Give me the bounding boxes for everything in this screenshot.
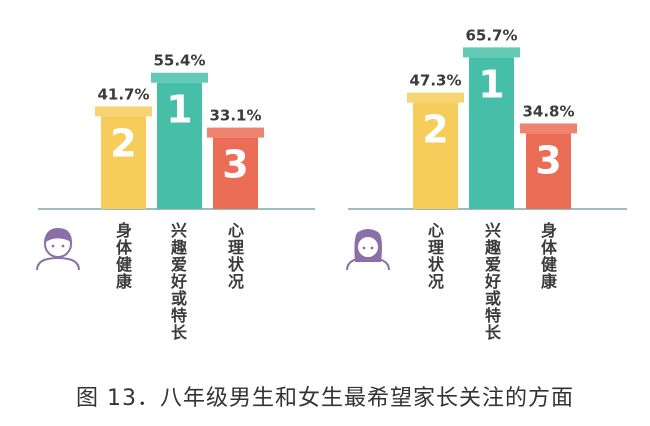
- boys-bar-1: [157, 82, 202, 209]
- girls-bar-cap-0: [407, 92, 464, 103]
- girls-value-label-2: 34.8%: [522, 102, 574, 120]
- girls-bar-cap-1: [463, 47, 520, 58]
- girls-value-label-1: 65.7%: [465, 26, 517, 44]
- figure-caption: 图 13．八年级男生和女生最希望家长关注的方面: [76, 386, 574, 411]
- boy-avatar-icon: [36, 227, 80, 271]
- boys-rank-label-1: 1: [166, 88, 192, 132]
- girls-bar-0: [413, 102, 458, 209]
- girls-rank-label-1: 1: [478, 62, 504, 106]
- girls-bar-cap-2: [520, 123, 577, 134]
- boys-value-label-1: 55.4%: [153, 52, 205, 70]
- girls-bar-2: [526, 133, 571, 209]
- boys-rank-label-0: 2: [110, 121, 136, 165]
- girls-rank-label-2: 3: [535, 138, 561, 182]
- boys-bar-cap-0: [95, 106, 152, 117]
- girl-category-label-1: 兴趣爱好或特长: [482, 222, 501, 341]
- girls-bar-1: [469, 57, 514, 210]
- boys-bar-2: [213, 137, 258, 209]
- girl-avatar-icon: [346, 229, 390, 271]
- boy-category-label-2: 心理状况: [225, 222, 244, 290]
- boys-bar-cap-1: [151, 72, 208, 83]
- boys-value-label-0: 41.7%: [97, 85, 149, 103]
- girl-category-label-2: 身体健康: [538, 222, 557, 290]
- boys-bar-0: [101, 116, 146, 209]
- boy-category-label-1: 兴趣爱好或特长: [168, 222, 187, 341]
- girl-category-label-0: 心理状况: [425, 222, 444, 290]
- boys-value-label-2: 33.1%: [209, 107, 261, 125]
- girls-value-label-0: 47.3%: [409, 72, 461, 90]
- boy-category-label-0: 身体健康: [113, 222, 132, 290]
- girls-rank-label-0: 2: [422, 108, 448, 152]
- boys-bar-cap-2: [207, 127, 264, 138]
- boys-rank-label-2: 3: [222, 143, 248, 187]
